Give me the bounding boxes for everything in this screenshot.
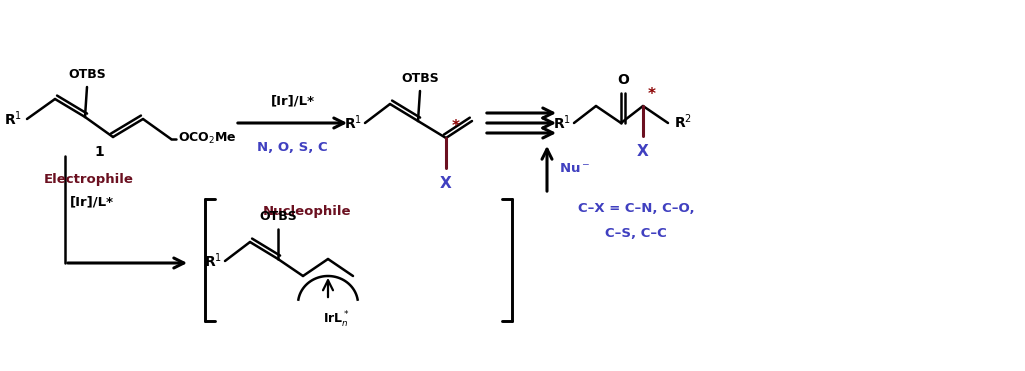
Text: O: O (617, 73, 629, 87)
Text: OCO$_2$Me: OCO$_2$Me (178, 131, 237, 145)
Text: R$^1$: R$^1$ (4, 110, 22, 128)
Text: Electrophile: Electrophile (44, 173, 134, 186)
Text: [Ir]/L*: [Ir]/L* (70, 195, 114, 208)
Text: 1: 1 (94, 145, 104, 159)
Text: IrL$^*_n$: IrL$^*_n$ (323, 310, 350, 330)
Text: C–S, C–C: C–S, C–C (605, 227, 667, 240)
Text: R$^1$: R$^1$ (204, 252, 222, 270)
Text: R$^2$: R$^2$ (674, 113, 692, 131)
Text: *: * (452, 118, 460, 134)
Text: X: X (638, 144, 649, 159)
Text: X: X (440, 176, 452, 191)
Text: OTBS: OTBS (401, 72, 439, 85)
Text: C–X = C–N, C–O,: C–X = C–N, C–O, (578, 203, 694, 216)
Text: OTBS: OTBS (259, 210, 297, 223)
Text: R$^1$: R$^1$ (552, 114, 571, 132)
Text: *: * (648, 86, 656, 102)
Text: N, O, S, C: N, O, S, C (257, 141, 328, 154)
Text: [Ir]/L*: [Ir]/L* (271, 94, 315, 107)
Text: R$^1$: R$^1$ (344, 114, 362, 132)
Text: Nu$^-$: Nu$^-$ (559, 162, 590, 175)
Text: OTBS: OTBS (68, 68, 106, 81)
Text: Nucleophile: Nucleophile (263, 204, 352, 217)
